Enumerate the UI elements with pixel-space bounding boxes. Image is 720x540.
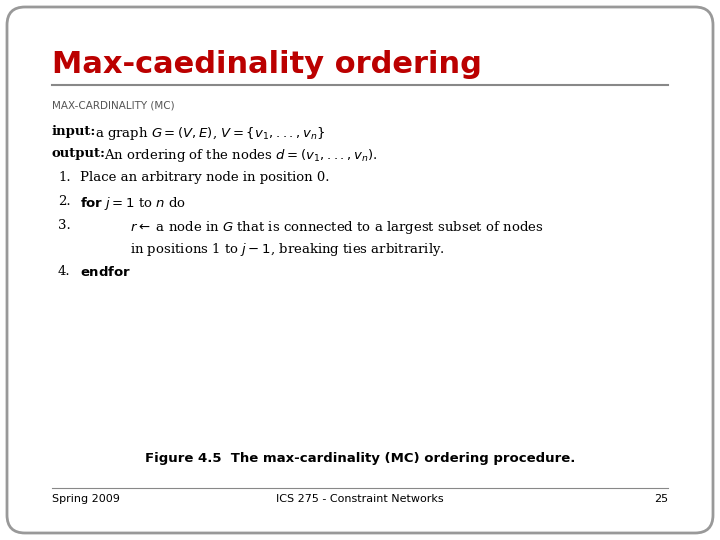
Text: $\bf{endfor}$: $\bf{endfor}$: [80, 265, 131, 279]
Text: Place an arbitrary node in position 0.: Place an arbitrary node in position 0.: [80, 171, 330, 184]
Text: Max-caedinality ordering: Max-caedinality ordering: [52, 50, 482, 79]
Text: input:: input:: [52, 125, 96, 138]
Text: Figure 4.5  The max-cardinality (MC) ordering procedure.: Figure 4.5 The max-cardinality (MC) orde…: [145, 452, 575, 465]
Text: 4.: 4.: [58, 265, 71, 278]
FancyBboxPatch shape: [7, 7, 713, 533]
Text: Spring 2009: Spring 2009: [52, 494, 120, 504]
Text: 3.: 3.: [58, 219, 71, 232]
Text: 2.: 2.: [58, 195, 71, 208]
Text: MAX-CARDINALITY (MC): MAX-CARDINALITY (MC): [52, 100, 175, 110]
Text: $r \leftarrow$ a node in $G$ that is connected to a largest subset of nodes: $r \leftarrow$ a node in $G$ that is con…: [130, 219, 544, 236]
Text: An ordering of the nodes $d = (v_1, ..., v_n)$.: An ordering of the nodes $d = (v_1, ...,…: [104, 147, 378, 164]
Text: 25: 25: [654, 494, 668, 504]
Text: in positions 1 to $j - 1$, breaking ties arbitrarily.: in positions 1 to $j - 1$, breaking ties…: [130, 241, 445, 258]
Text: $\bf{for}$ $j = 1$ to $n$ do: $\bf{for}$ $j = 1$ to $n$ do: [80, 195, 186, 212]
Text: a graph $G = (V, E)$, $V = \{v_1, ..., v_n\}$: a graph $G = (V, E)$, $V = \{v_1, ..., v…: [95, 125, 325, 142]
Text: output:: output:: [52, 147, 106, 160]
Text: 1.: 1.: [58, 171, 71, 184]
Text: ICS 275 - Constraint Networks: ICS 275 - Constraint Networks: [276, 494, 444, 504]
